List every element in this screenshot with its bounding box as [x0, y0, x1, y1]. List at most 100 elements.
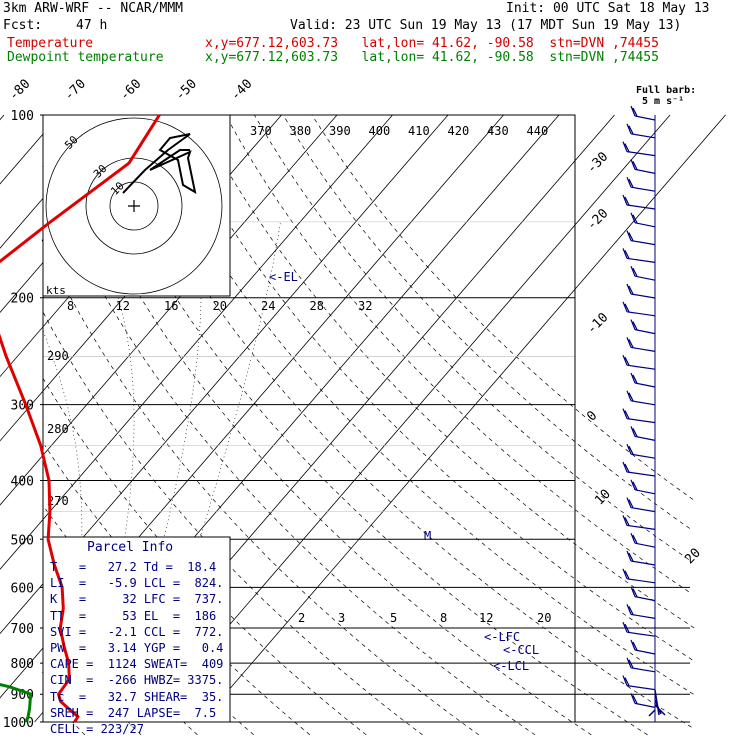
wind-key-label: Full barb:	[636, 85, 697, 96]
hodograph-origin	[128, 200, 140, 212]
theta-side-label: 270	[47, 494, 69, 508]
axis-labels: -80-70-60-50-40-30-20-100102030403703803…	[6, 77, 704, 625]
wind-barb	[630, 319, 656, 335]
hodograph-trace	[122, 133, 197, 194]
wind-barb	[626, 283, 656, 299]
wind-barb	[626, 604, 656, 619]
dry-adiabat	[110, 114, 692, 728]
dry-adiabat	[254, 114, 690, 560]
theta-side-label: 280	[47, 422, 69, 436]
plot-frame	[42, 114, 576, 723]
parcel-info-line: LI = -5.9 LCL = 824.	[50, 576, 224, 591]
dry-adiabat	[282, 114, 690, 529]
level-marker-el: <-EL	[269, 270, 298, 284]
wind-barb	[622, 515, 656, 530]
wind-barb	[630, 426, 656, 441]
wind-barb	[630, 105, 656, 121]
wind-barb	[622, 675, 656, 691]
parcel-info-line: T = 27.2 Td = 18.4	[50, 560, 217, 574]
fcst-label: Fcst:	[3, 18, 43, 33]
mixing-ratio-label: 3	[338, 611, 345, 625]
wind-barb	[630, 479, 656, 495]
model-title: 3km ARW-WRF -- NCAR/MMM	[3, 1, 184, 16]
dry-adiabat	[225, 114, 689, 592]
theta-label: 380	[290, 124, 312, 138]
isotherm-label: -40	[228, 77, 255, 104]
dry-adiabat	[41, 310, 423, 736]
wind-barb	[630, 159, 656, 174]
isotherm-line	[0, 114, 449, 635]
dry-adiabat	[41, 688, 86, 736]
wind-barb	[622, 194, 656, 210]
wind-barb	[626, 123, 656, 139]
wind-barb	[626, 657, 656, 673]
dry-adiabat	[311, 114, 694, 500]
pressure-tick-label: 200	[11, 292, 34, 307]
wind-barb	[626, 497, 656, 513]
isotherm-label: 10	[592, 487, 614, 509]
station-location-dew: x,y=677.12,603.73 lat,lon= 41.62, -90.58…	[205, 50, 659, 65]
speed-tick-label: 32	[358, 299, 372, 313]
theta-label: 440	[527, 124, 549, 138]
parcel-info-frame	[42, 536, 231, 723]
level-marker-lfc: <-LFC	[484, 630, 520, 644]
wind-barb	[622, 568, 656, 584]
isotherm-line	[145, 114, 671, 723]
wind-barb	[626, 337, 656, 352]
parcel-info-line: SREH = 247 LAPSE= 7.5	[50, 705, 217, 720]
theta-label: 370	[250, 124, 272, 138]
mixing-ratio-label: 8	[440, 611, 447, 625]
wind-barb	[630, 372, 656, 388]
pressure-tick-label: 700	[11, 622, 34, 637]
pressure-tick-label: 300	[11, 399, 34, 414]
station-location-temp: x,y=677.12,603.73 lat,lon= 41.62, -90.58…	[205, 36, 659, 51]
theta-label: 390	[329, 124, 351, 138]
wind-barb	[630, 265, 656, 281]
theta-label: 420	[448, 124, 470, 138]
speed-tick-label: 16	[164, 299, 178, 313]
isotherm-line	[0, 114, 338, 506]
isotherm-label: -10	[584, 310, 611, 337]
speed-tick-label: 12	[116, 299, 130, 313]
level-marker-ccl: <-CCL	[503, 643, 539, 657]
parcel-info-line: PW = 3.14 YGP = 0.4	[50, 641, 224, 655]
wind-barb-surface	[648, 689, 666, 717]
isotherm-label: -30	[584, 149, 611, 176]
parcel-info-line: CIN = -266 HWBZ= 3375.	[50, 673, 224, 688]
pressure-tick-label: 500	[11, 533, 34, 548]
wind-barb	[622, 461, 656, 477]
speed-tick-label: 28	[310, 299, 324, 313]
level-marker-m: M	[424, 529, 431, 543]
dry-adiabat	[40, 162, 536, 736]
parcel-info-line: CAPE = 1124 SWEAT= 409	[50, 657, 224, 672]
parcel-info-title: Parcel Info	[87, 540, 174, 555]
level-markers: <-EL M <-LFC<-CCL <-LCL	[269, 270, 539, 673]
wind-barb	[630, 586, 656, 602]
isotherm-line	[0, 114, 393, 570]
isotherm-label: -60	[117, 77, 144, 104]
isotherm-label: -50	[173, 77, 200, 104]
sounding-series	[0, 114, 161, 723]
wind-barb	[630, 693, 656, 708]
parcel-info-line: CELL = 223/27	[50, 722, 144, 736]
parcel-info-line: Tc = 32.7 SHEAR= 35.	[50, 689, 224, 704]
wind-barb	[626, 550, 656, 566]
init-time: Init: 00 UTC Sat 18 May 13	[506, 1, 710, 16]
speed-tick-label: 24	[261, 299, 275, 313]
wind-barb	[626, 443, 656, 459]
wind-barb	[626, 230, 656, 246]
fcst-value: 47 h	[76, 18, 108, 33]
wind-barb	[630, 532, 656, 548]
wind-barbs	[622, 105, 666, 722]
isotherm-line	[200, 114, 726, 723]
speed-tick-label: 8	[67, 299, 74, 313]
theta-label: 430	[487, 124, 509, 138]
wind-barb	[622, 248, 656, 263]
mixing-ratio-label: 2	[298, 611, 305, 625]
parcel-info-line: SVI = -2.1 CCL = 772.	[50, 624, 224, 639]
valid-time: Valid: 23 UTC Sun 19 May 13 (17 MDT Sun …	[290, 18, 682, 33]
pressure-tick-label: 800	[11, 657, 34, 672]
speed-tick-label: 20	[213, 299, 227, 313]
theta-label: 400	[369, 124, 391, 138]
